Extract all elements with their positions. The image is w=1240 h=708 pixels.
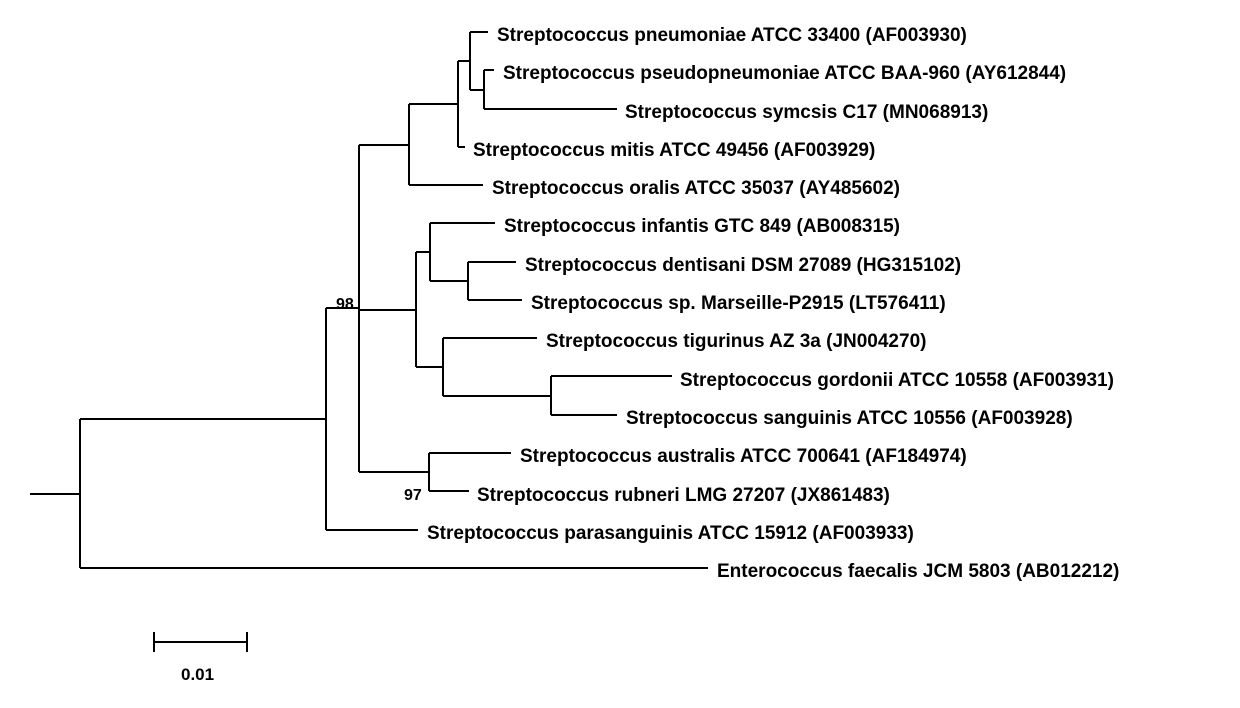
taxon-label: Streptococcus dentisani DSM 27089 (HG315… <box>525 255 961 277</box>
taxon-label: Enterococcus faecalis JCM 5803 (AB012212… <box>717 561 1119 583</box>
taxon-label: Streptococcus australis ATCC 700641 (AF1… <box>520 446 967 468</box>
tree-svg <box>0 0 1240 708</box>
taxon-label: Streptococcus sanguinis ATCC 10556 (AF00… <box>626 408 1073 430</box>
taxon-label: Streptococcus rubneri LMG 27207 (JX86148… <box>477 485 890 507</box>
taxon-label: Streptococcus tigurinus AZ 3a (JN004270) <box>546 331 926 353</box>
bootstrap-value: 97 <box>404 487 422 505</box>
taxon-label: Streptococcus pneumoniae ATCC 33400 (AF0… <box>497 25 967 47</box>
scale-bar-label: 0.01 <box>181 665 214 685</box>
taxon-label: Streptococcus infantis GTC 849 (AB008315… <box>504 216 900 238</box>
taxon-label: Streptococcus sp. Marseille-P2915 (LT576… <box>531 293 946 315</box>
phylogenetic-tree: Streptococcus pneumoniae ATCC 33400 (AF0… <box>0 0 1240 708</box>
taxon-label: Streptococcus gordonii ATCC 10558 (AF003… <box>680 370 1114 392</box>
scale-bar <box>154 632 247 652</box>
taxon-label: Streptococcus pseudopneumoniae ATCC BAA-… <box>503 63 1066 85</box>
bootstrap-value: 98 <box>336 296 354 314</box>
taxon-label: Streptococcus oralis ATCC 35037 (AY48560… <box>492 178 900 200</box>
taxon-label: Streptococcus symcsis C17 (MN068913) <box>625 102 988 124</box>
taxon-label: Streptococcus mitis ATCC 49456 (AF003929… <box>473 140 875 162</box>
taxon-label: Streptococcus parasanguinis ATCC 15912 (… <box>427 523 914 545</box>
